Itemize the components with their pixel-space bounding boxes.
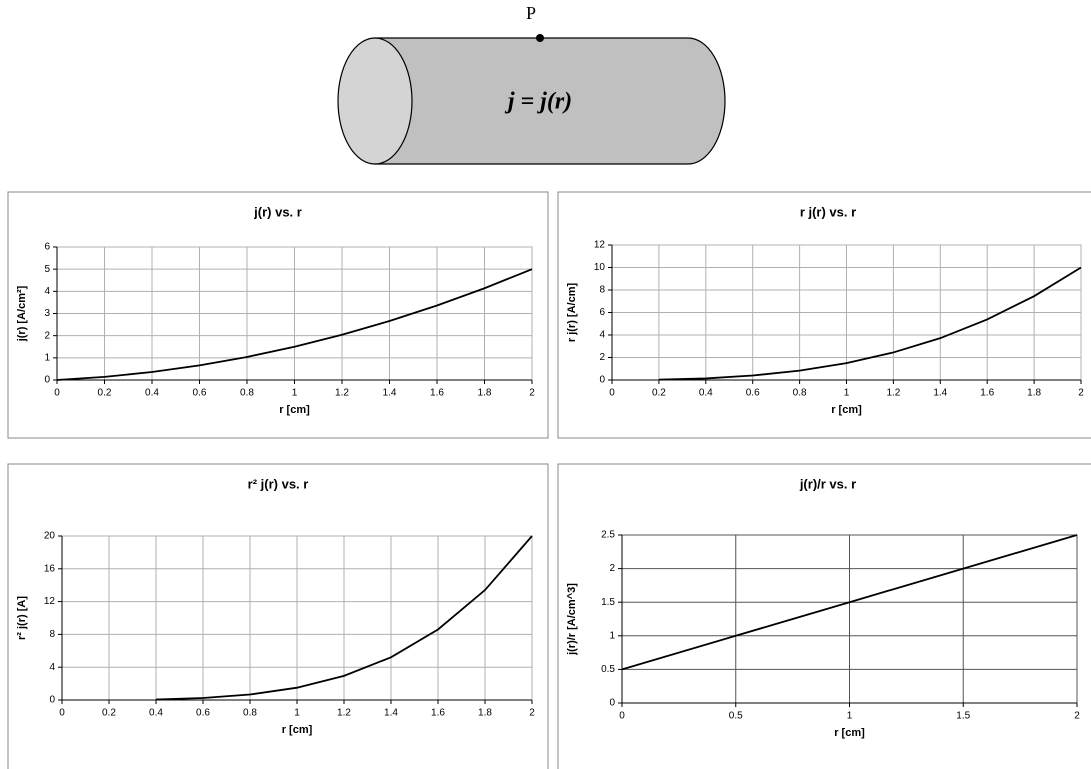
chart-title: r² j(r) vs. r xyxy=(248,476,309,491)
x-axis-label: r [cm] xyxy=(831,404,862,416)
x-tick-label: 1.6 xyxy=(430,388,444,399)
y-tick-label: 2 xyxy=(609,563,615,574)
x-tick-label: 0.8 xyxy=(240,388,254,399)
data-line xyxy=(155,535,533,701)
y-tick-label: 3 xyxy=(44,308,50,319)
chart-title: j(r)/r vs. r xyxy=(799,476,856,491)
x-tick-label: 0.6 xyxy=(196,708,210,719)
y-tick-label: 0 xyxy=(49,695,55,706)
x-axis-label: r [cm] xyxy=(279,404,310,416)
x-axis-label: r [cm] xyxy=(834,727,865,739)
cylinder-body xyxy=(374,37,726,165)
chart-title: j(r) vs. r xyxy=(253,204,302,219)
x-axis-label: r [cm] xyxy=(282,724,313,736)
x-tick-label: 1 xyxy=(844,388,850,399)
y-axis-label: j(r) [A/cm²] xyxy=(16,285,28,342)
y-tick-label: 8 xyxy=(49,629,55,640)
x-tick-label: 2 xyxy=(529,388,535,399)
x-tick-label: 0.4 xyxy=(149,708,163,719)
y-tick-label: 1.5 xyxy=(601,597,615,608)
data-line xyxy=(621,534,1078,671)
y-tick-label: 4 xyxy=(49,662,55,673)
point-p xyxy=(536,34,544,42)
x-tick-label: 1.6 xyxy=(980,388,994,399)
y-tick-label: 5 xyxy=(44,264,50,275)
x-tick-label: 0.4 xyxy=(145,388,159,399)
x-tick-label: 1.6 xyxy=(431,708,445,719)
y-tick-label: 1 xyxy=(609,630,615,641)
x-tick-label: 0.2 xyxy=(652,388,666,399)
x-tick-label: 0.2 xyxy=(102,708,116,719)
chart-panel: 0 4 8 12 16 20 0 0.2 0.4 0.6 0.8 1 1.2 1.4 1.6 1.8 2 r² j… xyxy=(7,463,549,769)
x-tick-label: 1.4 xyxy=(383,388,397,399)
x-tick-label: 1 xyxy=(847,711,853,722)
x-tick-label: 0 xyxy=(609,388,615,399)
y-tick-label: 4 xyxy=(44,286,50,297)
y-tick-label: 6 xyxy=(44,242,50,253)
x-tick-label: 0.6 xyxy=(193,388,207,399)
data-line xyxy=(658,266,1082,381)
x-tick-label: 0.8 xyxy=(793,388,807,399)
x-tick-label: 0.2 xyxy=(98,388,112,399)
y-tick-label: 6 xyxy=(599,307,605,318)
x-tick-label: 1.4 xyxy=(384,708,398,719)
y-tick-label: 4 xyxy=(599,330,605,341)
x-tick-label: 2 xyxy=(1078,388,1084,399)
y-tick-label: 10 xyxy=(594,262,606,273)
x-tick-label: 1 xyxy=(292,388,298,399)
chart-panel: 0 2 4 6 8 10 12 0 0.2 0.4 0.6 0.8 1 1.2 1.4 1.6 1.8 2 r j(… xyxy=(557,191,1091,439)
x-tick-label: 2 xyxy=(529,708,535,719)
y-tick-label: 2.5 xyxy=(601,530,615,541)
y-tick-label: 12 xyxy=(44,596,56,607)
chart-title: r j(r) vs. r xyxy=(800,204,856,219)
y-tick-label: 0 xyxy=(44,375,50,386)
x-tick-label: 0.8 xyxy=(243,708,257,719)
cylinder-end xyxy=(337,37,413,165)
x-tick-label: 1.2 xyxy=(886,388,900,399)
x-tick-label: 1 xyxy=(294,708,300,719)
y-tick-label: 0 xyxy=(609,698,615,709)
cylinder-diagram: P j = j(r) xyxy=(337,3,726,165)
equation: j = j(r) xyxy=(504,89,572,115)
x-tick-label: 1.5 xyxy=(956,711,970,722)
point-label: P xyxy=(526,3,536,23)
chart-panel: 0 0.5 1 1.5 2 2.5 0 0.5 1 1.5 2 j(r)/r vs. r r [cm] j… xyxy=(557,463,1091,769)
chart-panel: 0 1 2 3 4 5 6 0 0.2 0.4 0.6 0.8 1 1.2 1.4 1.6 1.8 2 j(r) v… xyxy=(7,191,549,439)
x-tick-label: 0.6 xyxy=(746,388,760,399)
y-tick-label: 0.5 xyxy=(601,664,615,675)
x-tick-label: 1.2 xyxy=(335,388,349,399)
y-axis-label: r j(r) [A/cm] xyxy=(566,283,578,343)
x-tick-label: 0.4 xyxy=(699,388,713,399)
y-axis-label: r² j(r) [A] xyxy=(16,596,28,640)
y-tick-label: 8 xyxy=(599,285,605,296)
x-tick-label: 0 xyxy=(54,388,60,399)
x-tick-label: 1.4 xyxy=(933,388,947,399)
x-tick-label: 0 xyxy=(619,711,625,722)
y-tick-label: 16 xyxy=(44,563,56,574)
data-line xyxy=(56,268,533,381)
x-tick-label: 2 xyxy=(1074,711,1080,722)
x-tick-label: 0 xyxy=(59,708,65,719)
y-tick-label: 2 xyxy=(44,330,50,341)
y-tick-label: 12 xyxy=(594,240,606,251)
y-axis-label: j(r)/r [A/cm^3] xyxy=(566,583,578,656)
y-tick-label: 0 xyxy=(599,375,605,386)
x-tick-label: 0.5 xyxy=(729,711,743,722)
y-tick-label: 20 xyxy=(44,531,56,542)
x-tick-label: 1.8 xyxy=(1027,388,1041,399)
y-tick-label: 2 xyxy=(599,352,605,363)
x-tick-label: 1.2 xyxy=(337,708,351,719)
x-tick-label: 1.8 xyxy=(478,388,492,399)
y-tick-label: 1 xyxy=(44,352,50,363)
x-tick-label: 1.8 xyxy=(478,708,492,719)
